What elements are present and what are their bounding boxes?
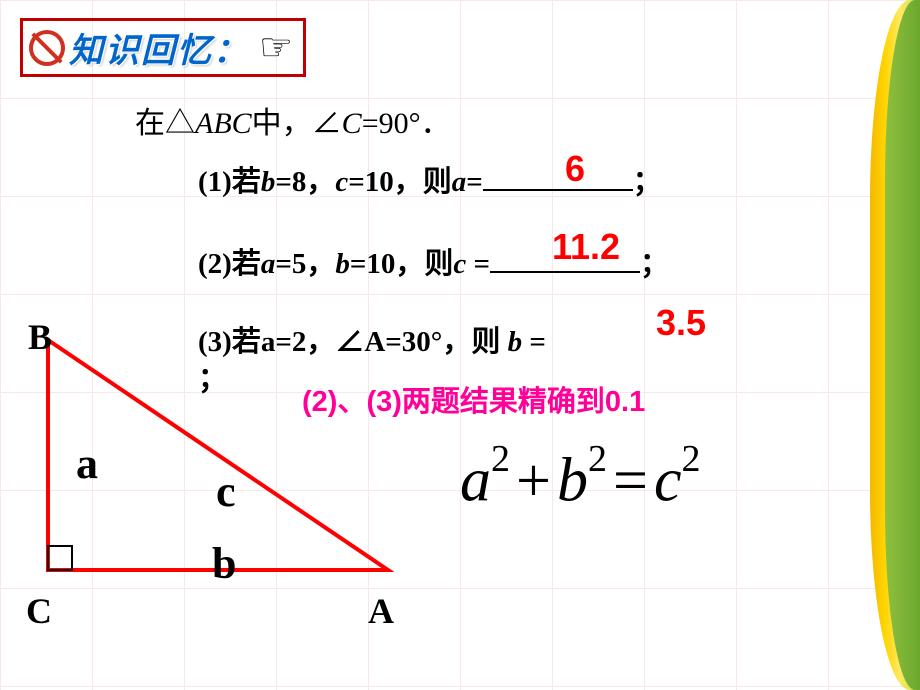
slide-background: 知识回忆： ☞ 在△ABC中，∠C=90°． (1)若b=8，c=10，则a=；… [0, 0, 920, 690]
formula-exp-a: 2 [491, 438, 510, 480]
intro-angle: C [342, 107, 362, 140]
q1-var1: b [261, 166, 276, 198]
question-1: (1)若b=8，c=10，则a= ； [198, 158, 662, 200]
answer-3: 3.5 [656, 302, 706, 344]
q1-var2: c [335, 166, 348, 198]
vertex-b: B [28, 316, 52, 358]
pointing-hand-icon: ☞ [259, 25, 293, 70]
no-entry-icon [29, 30, 65, 66]
q1-blank [483, 159, 633, 191]
formula-b: b [557, 447, 588, 515]
q2-var2: b [335, 248, 350, 280]
intro-text: 在△ABC中，∠C=90°． [135, 98, 451, 142]
q3-var: b [508, 326, 530, 358]
side-c: c [216, 466, 236, 517]
formula-c: c [654, 447, 682, 515]
q1-tail: ； [633, 166, 662, 198]
title-box: 知识回忆： ☞ [20, 18, 306, 77]
q1-eq3: = [466, 166, 483, 198]
vertex-c: C [26, 590, 52, 632]
answer-1: 6 [565, 148, 585, 190]
pythagoras-formula: a2+b2=c2 [460, 445, 700, 517]
q3-eq: = [529, 326, 546, 358]
right-angle-mark [48, 546, 72, 570]
q2-tail: ； [640, 248, 669, 280]
intro-prefix: 在△ [135, 107, 195, 140]
formula-exp-c: 2 [681, 438, 700, 480]
intro-triangle-name: ABC [195, 107, 252, 140]
q2-eq3: = [474, 248, 491, 280]
q1-var3: a [452, 166, 467, 198]
formula-exp-b: 2 [588, 438, 607, 480]
side-a: a [76, 438, 98, 489]
q2-eq2: =10，则 [350, 248, 454, 280]
q2-var1: a [261, 248, 276, 280]
q1-eq1: =8， [275, 166, 335, 198]
q1-label: (1)若 [198, 166, 261, 198]
q1-eq2: =10，则 [348, 166, 452, 198]
intro-suffix: =90°． [362, 107, 451, 140]
right-decoration [870, 0, 920, 690]
formula-eq: = [607, 447, 654, 515]
formula-plus: + [510, 447, 557, 515]
formula-a: a [460, 447, 491, 515]
vertex-a: A [368, 590, 394, 632]
triangle-shape [48, 340, 388, 570]
answer-2: 11.2 [552, 226, 620, 268]
intro-mid: 中，∠ [252, 107, 342, 140]
side-b: b [212, 538, 236, 589]
q2-eq1: =5， [275, 248, 335, 280]
title-text: 知识回忆： [69, 23, 249, 72]
q2-label: (2)若 [198, 248, 261, 280]
q2-var3: c [453, 248, 473, 280]
